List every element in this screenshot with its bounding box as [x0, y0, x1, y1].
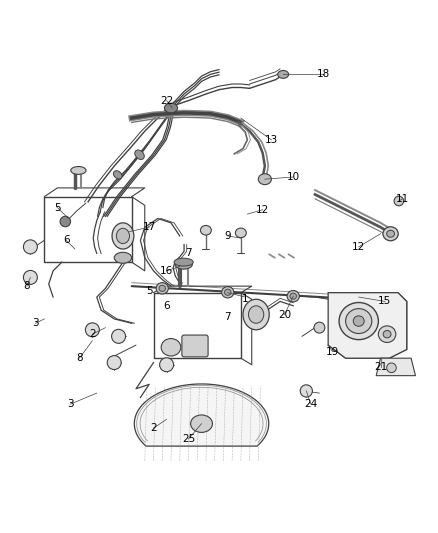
Polygon shape	[376, 358, 416, 376]
Text: 18: 18	[317, 69, 330, 79]
Ellipse shape	[164, 103, 177, 113]
Ellipse shape	[135, 150, 144, 159]
Ellipse shape	[383, 227, 398, 241]
Polygon shape	[328, 293, 407, 358]
Text: 8: 8	[76, 353, 83, 363]
Text: 2: 2	[89, 329, 95, 339]
Ellipse shape	[156, 282, 168, 294]
Ellipse shape	[174, 258, 193, 266]
Ellipse shape	[278, 70, 289, 78]
Ellipse shape	[201, 225, 212, 235]
Ellipse shape	[112, 223, 134, 249]
Ellipse shape	[224, 289, 231, 295]
Polygon shape	[134, 384, 269, 446]
Ellipse shape	[339, 303, 378, 340]
Ellipse shape	[161, 338, 181, 356]
Text: 21: 21	[374, 362, 387, 372]
Text: 11: 11	[396, 194, 409, 204]
Text: 3: 3	[67, 399, 74, 409]
Ellipse shape	[387, 230, 395, 237]
Ellipse shape	[243, 299, 269, 330]
Text: 19: 19	[326, 346, 339, 357]
Text: 5: 5	[146, 286, 152, 295]
Text: 20: 20	[278, 310, 291, 319]
Ellipse shape	[60, 216, 71, 227]
Ellipse shape	[314, 322, 325, 333]
Text: 2: 2	[150, 423, 157, 433]
Ellipse shape	[378, 326, 396, 343]
Ellipse shape	[300, 385, 312, 397]
Ellipse shape	[287, 290, 299, 302]
Text: 7: 7	[185, 248, 192, 259]
Ellipse shape	[23, 270, 37, 285]
FancyBboxPatch shape	[182, 335, 208, 357]
Ellipse shape	[107, 356, 121, 369]
Text: 9: 9	[224, 231, 231, 241]
Text: 6: 6	[163, 301, 170, 311]
Ellipse shape	[159, 358, 173, 372]
Ellipse shape	[175, 260, 192, 269]
Ellipse shape	[112, 329, 126, 343]
Text: 25: 25	[182, 434, 195, 444]
Text: 5: 5	[54, 203, 61, 213]
Ellipse shape	[248, 306, 264, 323]
Ellipse shape	[222, 287, 234, 298]
Text: 17: 17	[142, 222, 156, 232]
Ellipse shape	[387, 363, 396, 373]
Ellipse shape	[235, 228, 246, 238]
Ellipse shape	[71, 166, 86, 174]
Ellipse shape	[159, 285, 166, 292]
Ellipse shape	[85, 323, 99, 337]
Ellipse shape	[353, 316, 364, 326]
Text: 8: 8	[24, 281, 30, 291]
Text: 22: 22	[160, 95, 173, 106]
Ellipse shape	[117, 228, 130, 244]
Text: 6: 6	[63, 235, 70, 245]
Text: 24: 24	[304, 399, 317, 409]
Ellipse shape	[23, 240, 37, 254]
Text: 15: 15	[378, 296, 392, 306]
Text: 16: 16	[160, 266, 173, 276]
Text: 12: 12	[256, 205, 269, 215]
Ellipse shape	[290, 293, 297, 299]
Text: 10: 10	[286, 172, 300, 182]
Text: 13: 13	[265, 135, 278, 145]
Ellipse shape	[191, 415, 212, 432]
Ellipse shape	[113, 171, 122, 179]
Text: 3: 3	[32, 318, 39, 328]
Text: 1: 1	[242, 294, 248, 304]
Text: 12: 12	[352, 242, 365, 252]
Ellipse shape	[383, 330, 391, 338]
Ellipse shape	[114, 252, 132, 263]
Text: 7: 7	[224, 312, 231, 322]
Ellipse shape	[258, 174, 272, 184]
Ellipse shape	[346, 309, 372, 334]
Ellipse shape	[394, 196, 404, 206]
